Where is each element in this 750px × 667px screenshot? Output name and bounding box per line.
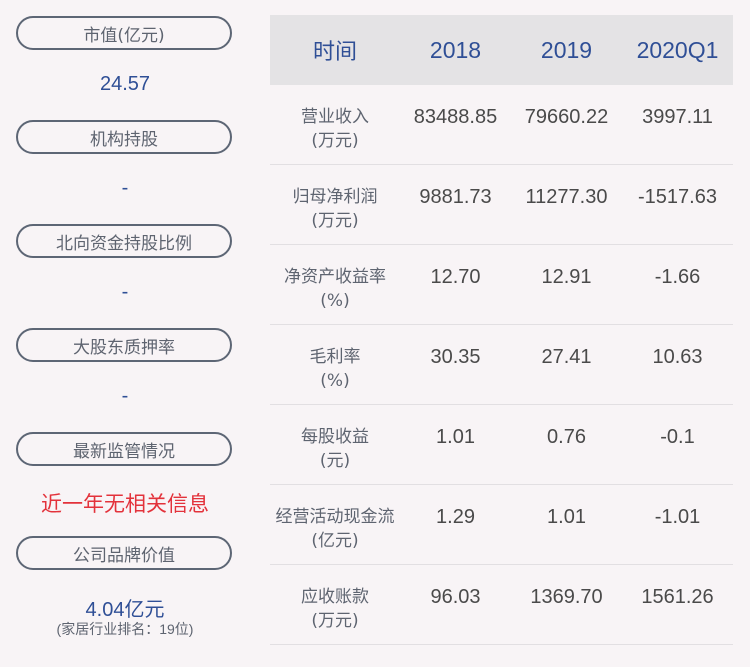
row-unit: (万元) [311, 211, 359, 231]
row-name: 每股收益 [301, 427, 369, 447]
table-row: 营业收入 (万元) 83488.85 79660.22 3997.11 [270, 85, 733, 165]
label-text: 最新监管情况 [73, 441, 175, 462]
row-name: 营业收入 [301, 107, 369, 127]
cell: -1.01 [654, 506, 701, 528]
row-name: 应收账款 [301, 587, 369, 607]
label-text: 大股东质押率 [73, 337, 175, 358]
row-unit: (万元) [311, 611, 359, 631]
header-2018: 2018 [429, 36, 482, 63]
brand-value: 4.04亿元 [85, 599, 165, 621]
cell: 0.76 [547, 426, 586, 448]
row-unit: (万元) [311, 131, 359, 151]
cell: 27.41 [541, 346, 592, 368]
market-cap-label: 市值(亿元) [16, 16, 232, 50]
row-unit: (亿元) [311, 531, 359, 551]
financial-table: 时间 2018 2019 2020Q1 营业收入 (万元) 83488.85 79… [270, 15, 733, 645]
row-label: 归母净利润 (万元) [270, 185, 400, 233]
market-cap-value: 24.57 [99, 73, 151, 95]
row-label: 净资产收益率 (%) [270, 265, 400, 313]
cell: 30.35 [430, 346, 481, 368]
cell: 12.91 [541, 266, 592, 288]
table-row: 每股收益 (元) 1.01 0.76 -0.1 [270, 405, 733, 485]
pledge-ratio-value: - [121, 385, 129, 407]
row-name: 毛利率 [309, 347, 361, 367]
cell: -0.1 [660, 426, 695, 448]
row-name: 归母净利润 [292, 187, 378, 207]
brand-value-label: 公司品牌价值 [16, 536, 232, 570]
brand-rank: (家居行业排名：19位) [56, 621, 194, 637]
cell: 9881.73 [419, 186, 492, 208]
cell: 1.01 [436, 426, 475, 448]
table-row: 应收账款 (万元) 96.03 1369.70 1561.26 [270, 565, 733, 645]
cell: 1369.70 [530, 586, 603, 608]
regulation-value: 近一年无相关信息 [41, 492, 209, 516]
row-unit: (%) [320, 371, 350, 391]
cell: 1561.26 [641, 586, 714, 608]
cell: 96.03 [430, 586, 481, 608]
row-unit: (%) [320, 291, 350, 311]
row-name: 经营活动现金流 [275, 507, 395, 527]
table-row: 归母净利润 (万元) 9881.73 11277.30 -1517.63 [270, 165, 733, 245]
cell: 12.70 [430, 266, 481, 288]
row-label: 应收账款 (万元) [270, 585, 400, 633]
row-name: 净资产收益率 [284, 267, 386, 287]
institutional-holding-value: - [121, 177, 129, 199]
cell: 79660.22 [524, 106, 609, 128]
label-text: 机构持股 [90, 129, 158, 150]
table-row: 毛利率 (%) 30.35 27.41 10.63 [270, 325, 733, 405]
regulation-label: 最新监管情况 [16, 432, 232, 466]
header-2019: 2019 [540, 36, 593, 63]
row-label: 经营活动现金流 (亿元) [270, 505, 400, 553]
row-label: 毛利率 (%) [270, 345, 400, 393]
northbound-ratio-value: - [121, 281, 129, 303]
table-row: 净资产收益率 (%) 12.70 12.91 -1.66 [270, 245, 733, 325]
table-row: 经营活动现金流 (亿元) 1.29 1.01 -1.01 [270, 485, 733, 565]
cell: -1517.63 [638, 186, 717, 208]
label-text: 市值(亿元) [83, 25, 165, 46]
label-text: 公司品牌价值 [73, 545, 175, 566]
label-text: 北向资金持股比例 [56, 233, 192, 254]
northbound-ratio-label: 北向资金持股比例 [16, 224, 232, 258]
row-unit: (元) [319, 451, 351, 471]
cell: 10.63 [652, 346, 703, 368]
cell: 3997.11 [642, 106, 713, 128]
cell: 11277.30 [525, 186, 608, 208]
table-header: 时间 2018 2019 2020Q1 [270, 15, 733, 85]
cell: 1.01 [547, 506, 586, 528]
header-2020q1: 2020Q1 [636, 36, 719, 63]
pledge-ratio-label: 大股东质押率 [16, 328, 232, 362]
institutional-holding-label: 机构持股 [16, 120, 232, 154]
row-label: 每股收益 (元) [270, 425, 400, 473]
header-time: 时间 [312, 40, 357, 65]
row-label: 营业收入 (万元) [270, 105, 400, 153]
cell: 83488.85 [413, 106, 498, 128]
cell: 1.29 [436, 506, 475, 528]
cell: -1.66 [654, 266, 701, 288]
